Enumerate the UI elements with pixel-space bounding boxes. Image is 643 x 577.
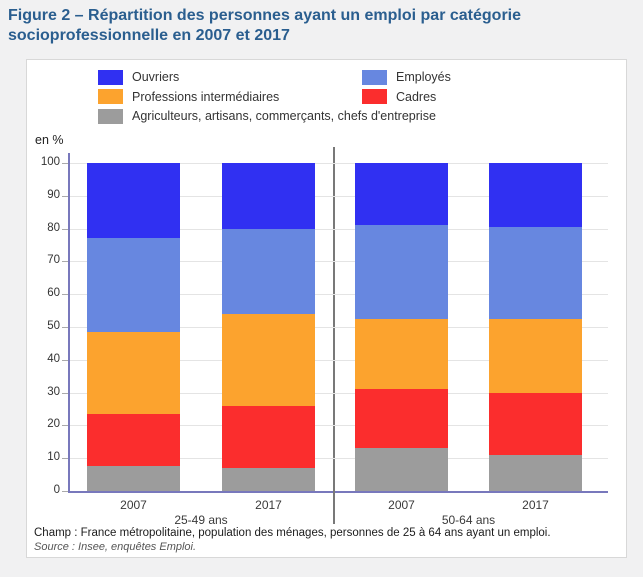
y-tick-label: 50 [47, 320, 60, 332]
bar-segment-agriculteurs [87, 466, 180, 491]
y-tick-label: 20 [47, 418, 60, 431]
y-tick [62, 195, 68, 197]
gridline [70, 163, 608, 164]
gridline [70, 392, 608, 394]
bar-segment-ouvriers [87, 163, 180, 239]
x-tick-label: 2017 [522, 498, 549, 512]
y-tick-label: 40 [47, 352, 60, 365]
y-tick [62, 491, 68, 492]
champ-note: Champ : France métropolitaine, populatio… [34, 527, 551, 539]
x-tick-label: 2017 [255, 498, 282, 512]
gridline [70, 294, 608, 296]
bar-segment-cadres [87, 413, 180, 467]
y-tick [62, 163, 68, 164]
bar-segment-cadres [355, 389, 448, 449]
legend-swatch [362, 69, 387, 85]
bar-segment-employés [222, 228, 315, 314]
bar-segment-ouvriers [489, 163, 582, 227]
gridline [70, 327, 608, 328]
y-tick-label: 100 [40, 156, 60, 168]
legend-label: Agriculteurs, artisans, commerçants, che… [132, 109, 436, 123]
x-tick-label: 2007 [120, 498, 147, 512]
legend-item: Employés [362, 69, 451, 85]
y-tick [62, 228, 68, 230]
gridline [70, 195, 608, 197]
y-tick-label: 0 [53, 484, 60, 496]
y-axis-line [68, 153, 70, 493]
bar-segment-agriculteurs [355, 448, 448, 491]
y-tick-label: 10 [47, 451, 60, 464]
bar-segment-agriculteurs [489, 454, 582, 491]
group-label: 50-64 ans [441, 513, 496, 527]
y-tick-label: 80 [47, 221, 60, 234]
gridline [70, 359, 608, 361]
legend-item: Agriculteurs, artisans, commerçants, che… [98, 108, 436, 124]
y-tick [62, 425, 68, 427]
legend-swatch [98, 89, 123, 104]
bar-segment-cadres [222, 405, 315, 469]
gridline [70, 228, 608, 230]
x-axis-line [68, 491, 608, 493]
legend-swatch [98, 108, 123, 124]
legend-label: Employés [396, 70, 451, 84]
bar-segment-professions-intermédiaires [489, 318, 582, 393]
y-tick-label: 60 [47, 287, 60, 300]
chart-plot: en % 0 10 20 30 40 50 60 70 80 90 100 2007 2017 2007 2… [27, 60, 626, 557]
bar-segment-ouvriers [222, 163, 315, 229]
bar-segment-employés [87, 238, 180, 332]
y-tick-label: 30 [47, 385, 60, 398]
bar-segment-professions-intermédiaires [222, 313, 315, 406]
figure-title: Figure 2 – Répartition des personnes aya… [8, 7, 522, 44]
bar-segment-professions-intermédiaires [355, 318, 448, 390]
bar-segment-agriculteurs [222, 468, 315, 491]
figure-panel: Ouvriers Employés Professions intermédiair… [26, 59, 627, 558]
legend-label: Cadres [396, 89, 437, 104]
legend-swatch [98, 69, 123, 85]
legend-item: Ouvriers [98, 69, 179, 85]
legend: Ouvriers Employés Professions intermédiair… [27, 60, 626, 130]
y-tick [62, 294, 68, 296]
y-tick [62, 359, 68, 361]
y-tick-label: 70 [47, 254, 60, 267]
y-tick [62, 327, 68, 328]
group-label: 25-49 ans [174, 513, 228, 527]
y-tick [62, 261, 68, 263]
bar-segment-employés [355, 225, 448, 319]
y-tick [62, 458, 68, 460]
legend-item: Professions intermédiaires [98, 89, 279, 105]
gridline [70, 425, 608, 427]
legend-item: Cadres [362, 89, 436, 105]
x-tick-label: 2007 [388, 498, 415, 512]
legend-label: Ouvriers [132, 70, 180, 84]
bar-segment-professions-intermédiaires [87, 331, 180, 414]
legend-swatch [362, 89, 387, 104]
bar-segment-employés [489, 226, 582, 319]
y-tick-label: 90 [47, 188, 60, 201]
y-axis-unit-label: en % [35, 133, 64, 147]
gridline [70, 261, 608, 263]
bar-segment-ouvriers [355, 163, 448, 226]
figure-footer: Champ : France métropolitaine, populatio… [34, 526, 551, 555]
y-tick [62, 392, 68, 394]
bar-segment-cadres [489, 392, 582, 455]
legend-label: Professions intermédiaires [132, 89, 280, 104]
group-separator-line [333, 147, 335, 524]
source-note: Source : Insee, enquêtes Emploi. [34, 541, 197, 554]
gridline [70, 458, 608, 460]
